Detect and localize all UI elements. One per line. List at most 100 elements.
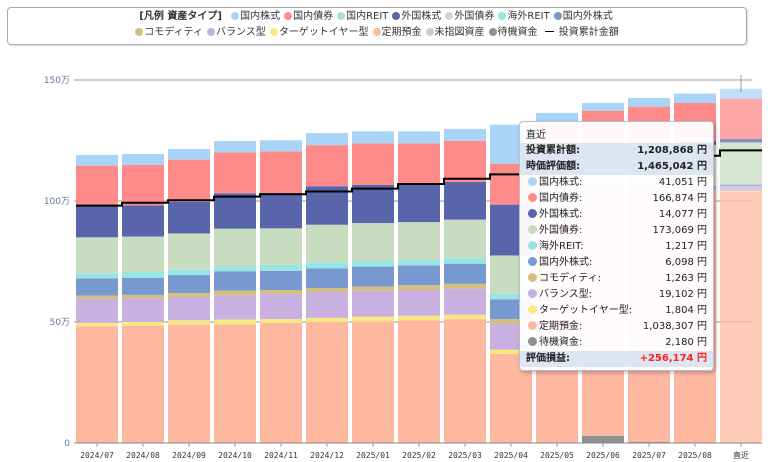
series-dot-icon [528, 321, 537, 330]
legend-item[interactable]: 海外REIT [498, 9, 550, 25]
bar-segment [352, 184, 394, 224]
tooltip-value: 2,180 円 [665, 337, 707, 348]
tooltip-value: 1,263 円 [665, 273, 707, 284]
tooltip-item: 国内債券: 166,874 円 [520, 191, 713, 207]
legend-label: 外国債券 [454, 11, 495, 22]
legend-item[interactable]: 定期預金 [372, 25, 422, 41]
legend-dot-icon [553, 12, 562, 20]
tooltip-title: 直近 [526, 130, 546, 141]
bar-segment [122, 205, 164, 237]
tooltip-label: 外国債券: [539, 225, 583, 236]
bar-segment [444, 319, 486, 443]
bar-segment [352, 131, 394, 144]
legend-item[interactable]: 外国株式 [392, 9, 441, 25]
legend-label: バランス型 [216, 27, 266, 38]
legend-item[interactable]: コモディティ [135, 25, 203, 41]
bar-segment [444, 288, 486, 315]
legend-label: 投資累計金額 [558, 27, 619, 38]
bar-segment [352, 223, 394, 262]
legend-item[interactable]: 国内外株式 [553, 9, 613, 25]
bar-segment [490, 293, 532, 300]
bar-segment [260, 270, 302, 291]
x-tick-label: 2025/06 [586, 451, 620, 460]
series-dot-icon [528, 225, 537, 234]
bar-segment [720, 88, 762, 99]
bar-segment [720, 186, 762, 191]
bar-segment [444, 283, 486, 289]
legend-label: 国内外株式 [562, 11, 613, 22]
tooltip-gain: 評価損益: +256,174 円 [520, 351, 713, 367]
bar-segment [398, 131, 440, 144]
x-tick-label: 2025/08 [678, 451, 712, 460]
bar-segment [168, 292, 210, 298]
bar-segment [398, 184, 440, 223]
bar-segment [398, 285, 440, 291]
tooltip-item: 待機資金: 2,180 円 [520, 335, 713, 351]
legend-label: 国内債券 [293, 11, 334, 22]
tooltip-item: バランス型: 19,102 円 [520, 287, 713, 303]
bar-segment [76, 237, 118, 274]
legend-item[interactable]: 国内株式 [231, 9, 280, 25]
legend-item-line[interactable]: 投資累計金額 [544, 25, 619, 41]
legend-label: 国内株式 [240, 11, 281, 22]
legend-item[interactable]: 未指図資産 [425, 25, 485, 41]
legend-dot-icon [425, 28, 434, 36]
legend-item[interactable]: 国内債券 [284, 9, 333, 25]
legend-dot-icon [488, 28, 497, 36]
legend-dot-icon [392, 12, 401, 20]
tooltip-value: 1,208,868 円 [637, 145, 707, 156]
bar-segment [168, 148, 210, 160]
bar-segment [306, 186, 348, 225]
tooltip-item: コモディティ: 1,263 円 [520, 271, 713, 287]
legend-label: 海外REIT [507, 11, 550, 22]
bar-segment [536, 112, 578, 122]
legend-item[interactable]: 国内REIT [337, 9, 388, 25]
bar-segment [398, 260, 440, 266]
tooltip-item: 海外REIT: 1,217 円 [520, 239, 713, 255]
tooltip-value: 14,077 円 [658, 209, 707, 220]
bar-segment [168, 275, 210, 293]
x-tick-label: 2024/12 [310, 451, 344, 460]
bar-segment [76, 298, 118, 323]
tooltip-value: 1,804 円 [665, 305, 707, 316]
tooltip-label: 国内外株式: [539, 257, 593, 268]
legend-item[interactable]: ターゲットイヤー型 [269, 25, 369, 41]
bar-segment [122, 322, 164, 326]
tooltip-value: 1,217 円 [665, 241, 707, 252]
series-dot-icon [528, 241, 537, 250]
x-tick-label: 2024/09 [172, 451, 206, 460]
y-tick-label: 50万 [50, 318, 70, 328]
bar-segment [490, 349, 532, 354]
bar-segment [260, 151, 302, 194]
bar-segment [490, 319, 532, 324]
legend-item[interactable]: 外国債券 [445, 9, 494, 25]
tooltip-item: 国内外株式: 6,098 円 [520, 255, 713, 271]
bar-segment [76, 278, 118, 296]
bar-segment [398, 315, 440, 321]
bar-segment [76, 273, 118, 279]
bar-segment [122, 325, 164, 443]
bar-segment [628, 97, 670, 107]
bar-segment [444, 314, 486, 320]
series-dot-icon [528, 193, 537, 202]
legend-dot-icon [207, 28, 215, 36]
tooltip-value: 41,051 円 [658, 177, 707, 188]
bar-segment [260, 322, 302, 443]
tooltip-label: コモディティ: [539, 273, 602, 284]
bar-segment [398, 320, 440, 443]
bar-segment [306, 317, 348, 322]
tooltip-value: 1,038,307 円 [642, 321, 707, 332]
bar-segment [398, 265, 440, 286]
bar-segment [352, 261, 394, 267]
y-tick-label: 150万 [44, 76, 70, 86]
bar-segment [214, 290, 256, 296]
bar-segment [168, 320, 210, 325]
x-tick-label: 2025/05 [540, 451, 574, 460]
legend-item[interactable]: バランス型 [207, 25, 266, 41]
legend-item[interactable]: 待機資金 [488, 25, 538, 41]
bar-segment [582, 102, 624, 111]
series-dot-icon [528, 305, 537, 314]
x-tick-label: 2025/04 [494, 451, 528, 460]
bar-segment [720, 98, 762, 140]
bar-segment [168, 297, 210, 321]
